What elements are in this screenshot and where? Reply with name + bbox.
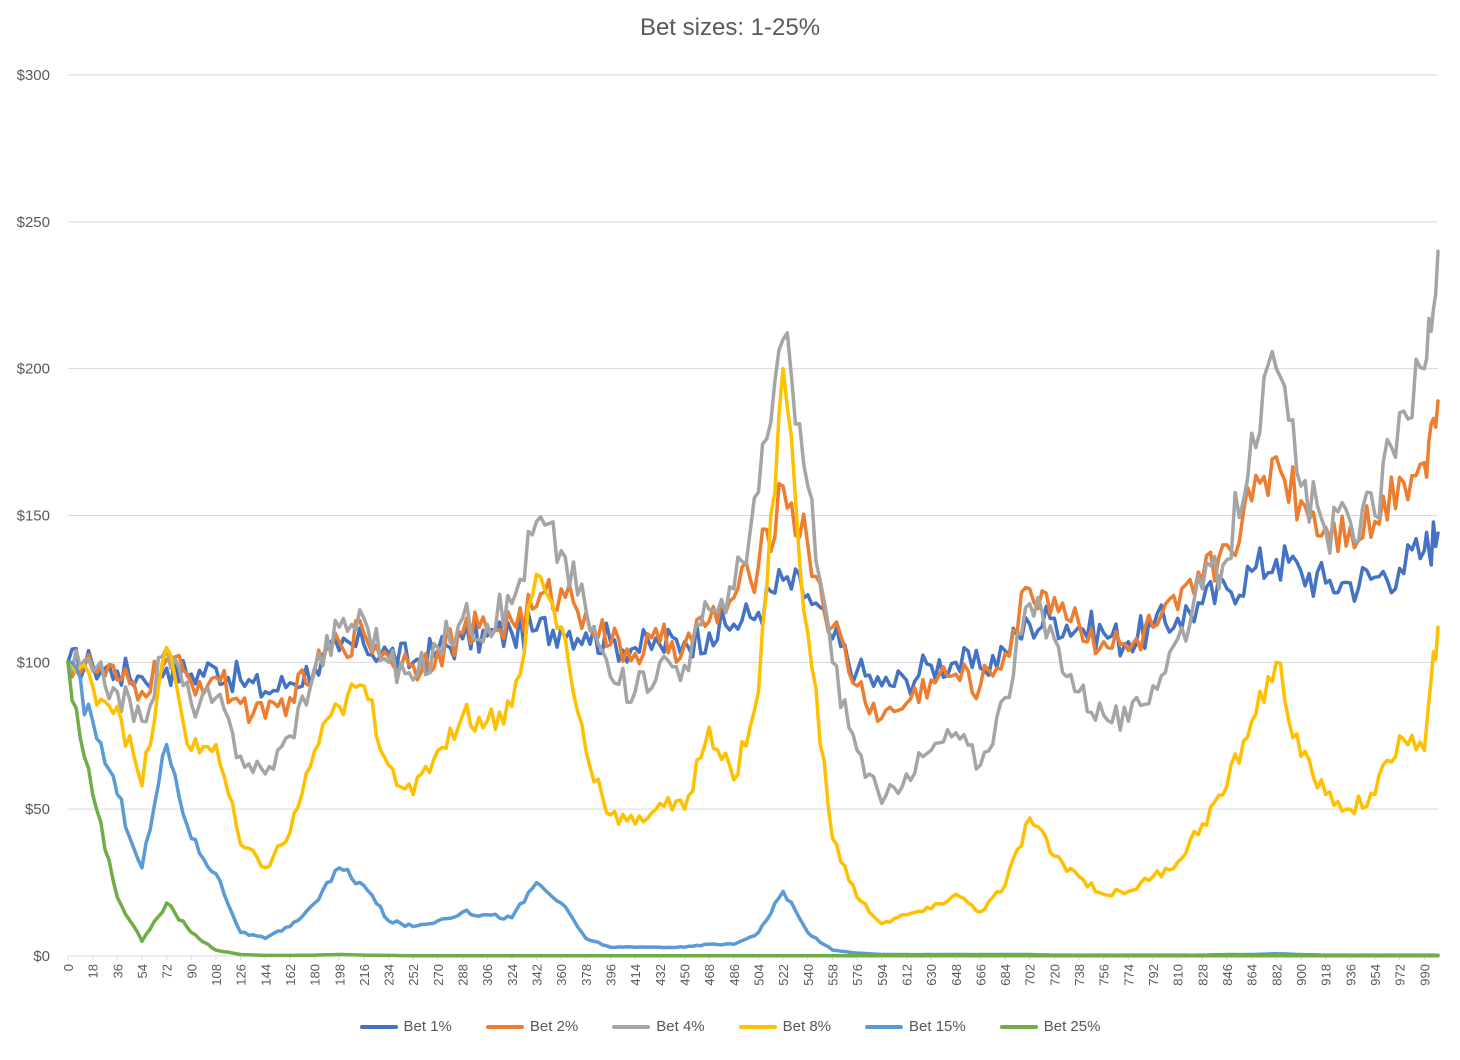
series-line-bet-25- xyxy=(66,660,1440,958)
x-tick-label: 468 xyxy=(702,964,717,986)
x-tick-label: 936 xyxy=(1343,964,1358,986)
series-line-bet-8- xyxy=(66,366,1440,926)
x-tick-label: 882 xyxy=(1269,964,1284,986)
legend-swatch xyxy=(999,1024,1038,1029)
legend-label: Bet 8% xyxy=(782,1018,832,1035)
x-tick-label: 612 xyxy=(899,964,914,986)
x-tick-label: 486 xyxy=(727,964,742,986)
x-tick-label: 180 xyxy=(308,964,323,986)
x-tick-label: 432 xyxy=(653,964,668,986)
legend-item: Bet 4% xyxy=(612,1018,705,1035)
y-tick-label: $100 xyxy=(17,654,50,671)
series-line-bet-2- xyxy=(66,399,1440,725)
x-tick-label: 756 xyxy=(1097,964,1112,986)
x-tick-label: 630 xyxy=(924,964,939,986)
x-tick-label: 198 xyxy=(332,964,347,986)
x-tick-label: 576 xyxy=(850,964,865,986)
x-tick-label: 18 xyxy=(86,964,101,978)
x-tick-label: 828 xyxy=(1195,964,1210,986)
y-tick-label: $250 xyxy=(17,214,50,231)
x-tick-label: 972 xyxy=(1393,964,1408,986)
x-tick-label: 450 xyxy=(678,964,693,986)
legend: Bet 1% Bet 2% Bet 4% Bet 8% Bet 15% Bet 25% xyxy=(0,1018,1460,1035)
x-tick-label: 918 xyxy=(1319,964,1334,986)
x-tick-label: 504 xyxy=(751,964,766,986)
x-tick-label: 54 xyxy=(135,964,150,978)
x-tick-label: 810 xyxy=(1171,964,1186,986)
x-tick-label: 414 xyxy=(628,964,643,986)
x-tick-label: 162 xyxy=(283,964,298,986)
legend-label: Bet 25% xyxy=(1043,1018,1101,1035)
legend-item: Bet 1% xyxy=(359,1018,452,1035)
legend-label: Bet 4% xyxy=(656,1018,705,1035)
x-tick-label: 234 xyxy=(382,964,397,986)
y-axis-ticks: $0 $50 $100 $150 $200 $250 $300 xyxy=(17,67,50,965)
x-tick-label: 738 xyxy=(1072,964,1087,986)
x-tick-label: 324 xyxy=(505,964,520,986)
series-lines xyxy=(66,249,1440,958)
x-tick-label: 144 xyxy=(258,964,273,986)
x-tick-label: 666 xyxy=(973,964,988,986)
y-tick-label: $0 xyxy=(33,948,50,965)
legend-item: Bet 25% xyxy=(999,1018,1101,1035)
chart-title: Bet sizes: 1-25% xyxy=(639,14,821,41)
x-tick-label: 72 xyxy=(160,964,175,978)
legend-swatch xyxy=(485,1024,524,1029)
legend-item: Bet 2% xyxy=(485,1018,579,1035)
x-tick-label: 306 xyxy=(480,964,495,986)
x-tick-label: 846 xyxy=(1220,964,1235,986)
legend-swatch xyxy=(738,1024,777,1029)
x-tick-label: 108 xyxy=(209,964,224,986)
x-tick-label: 360 xyxy=(554,964,569,986)
x-tick-label: 864 xyxy=(1245,964,1260,986)
x-tick-label: 126 xyxy=(234,964,249,986)
x-tick-label: 342 xyxy=(530,964,545,986)
x-tick-label: 216 xyxy=(357,964,372,986)
y-tick-label: $300 xyxy=(17,67,50,84)
x-tick-label: 900 xyxy=(1294,964,1309,986)
x-tick-label: 720 xyxy=(1047,964,1062,986)
legend-label: Bet 15% xyxy=(909,1018,966,1035)
x-tick-label: 684 xyxy=(998,964,1013,986)
x-tick-label: 288 xyxy=(456,964,471,986)
x-tick-label: 774 xyxy=(1121,964,1136,986)
legend-swatch xyxy=(865,1024,904,1029)
x-tick-label: 990 xyxy=(1417,964,1432,986)
y-tick-label: $200 xyxy=(17,361,50,378)
y-tick-label: $50 xyxy=(25,801,50,818)
x-tick-label: 378 xyxy=(579,964,594,986)
x-tick-label: 522 xyxy=(776,964,791,986)
x-tick-label: 648 xyxy=(949,964,964,986)
x-tick-label: 90 xyxy=(184,964,199,978)
x-axis-ticks: 0 18 36 54 72 90 108 126 144 162 180 198 216 234 252 27… xyxy=(61,956,1432,986)
x-tick-label: 792 xyxy=(1146,964,1161,986)
legend-item: Bet 15% xyxy=(865,1018,966,1035)
legend-label: Bet 2% xyxy=(529,1018,579,1035)
x-tick-label: 540 xyxy=(801,964,816,986)
x-tick-label: 558 xyxy=(825,964,840,986)
x-tick-label: 396 xyxy=(604,964,619,986)
x-tick-label: 36 xyxy=(110,964,125,978)
x-tick-label: 594 xyxy=(875,964,890,986)
x-tick-label: 954 xyxy=(1368,964,1383,986)
legend-label: Bet 1% xyxy=(403,1018,452,1035)
x-tick-label: 702 xyxy=(1023,964,1038,986)
x-tick-label: 0 xyxy=(61,964,76,971)
legend-swatch xyxy=(612,1024,651,1029)
series-line-bet-4- xyxy=(66,249,1440,806)
x-tick-label: 270 xyxy=(431,964,446,986)
y-tick-label: $150 xyxy=(17,508,50,525)
legend-swatch xyxy=(359,1024,398,1029)
x-tick-label: 252 xyxy=(406,964,421,986)
legend-item: Bet 8% xyxy=(738,1018,832,1035)
